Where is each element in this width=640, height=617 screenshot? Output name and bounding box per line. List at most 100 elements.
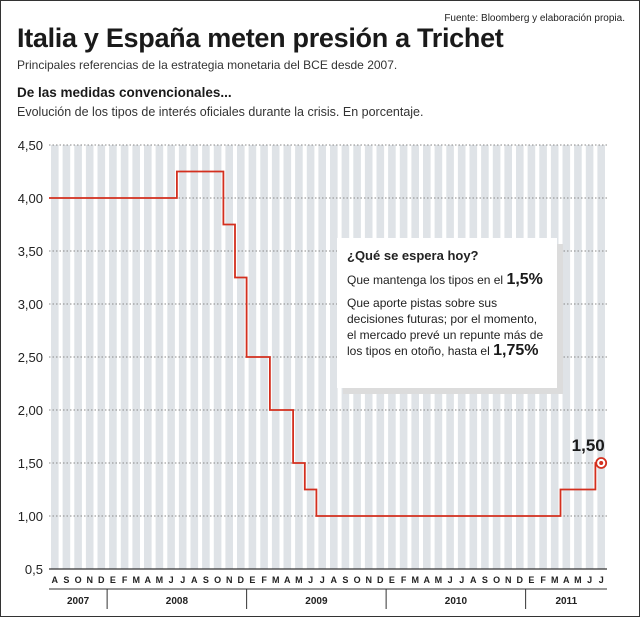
x-tick-label: J	[459, 575, 464, 585]
x-tick-label: O	[354, 575, 361, 585]
month-bar	[167, 145, 175, 569]
x-tick-label: M	[551, 575, 559, 585]
x-tick-label: D	[98, 575, 105, 585]
x-tick-label: S	[203, 575, 209, 585]
month-bar	[190, 145, 199, 569]
y-axis-labels: 0,5 1,00 1,50 2,00 2,50 3,00 3,50 4,00 4,50	[18, 138, 43, 577]
x-tick-label: N	[365, 575, 372, 585]
x-tick-label: A	[191, 575, 198, 585]
annotations: 1,50	[572, 436, 608, 469]
x-tick-label: J	[308, 575, 313, 585]
x-tick-label: J	[180, 575, 185, 585]
callout-box: ¿Qué se espera hoy? Que mantenga los tip…	[337, 238, 557, 388]
x-tick-label: N	[86, 575, 93, 585]
x-tick-label: D	[238, 575, 245, 585]
x-tick-label: N	[226, 575, 233, 585]
y-tick-label: 3,50	[18, 244, 43, 259]
year-label: 2010	[445, 596, 468, 607]
x-tick-label: A	[52, 575, 59, 585]
y-tick-label: 1,00	[18, 509, 43, 524]
year-label: 2009	[305, 596, 328, 607]
x-tick-label: S	[342, 575, 348, 585]
year-label: 2007	[67, 596, 90, 607]
chart-subtitle: Evolución de los tipos de interés oficia…	[17, 105, 424, 119]
month-bar	[597, 145, 605, 569]
callout-value-1: 1,5%	[506, 271, 543, 288]
x-tick-label: F	[261, 575, 267, 585]
x-tick-label: A	[424, 575, 431, 585]
month-bar	[562, 145, 571, 569]
x-axis	[49, 568, 607, 590]
x-tick-label: M	[132, 575, 140, 585]
callout-value-2: 1,75%	[493, 342, 539, 359]
x-tick-label: N	[505, 575, 512, 585]
x-tick-label: F	[540, 575, 546, 585]
month-bar	[225, 145, 233, 569]
year-label: 2011	[555, 596, 577, 607]
year-label: 2008	[166, 596, 189, 607]
x-tick-label: M	[574, 575, 582, 585]
month-bar	[306, 145, 315, 569]
callout-title: ¿Qué se espera hoy?	[347, 248, 479, 263]
source-note: Fuente: Bloomberg y elaboración propia.	[444, 13, 625, 24]
month-bar	[155, 145, 164, 569]
x-tick-label: O	[214, 575, 221, 585]
x-tick-label: J	[448, 575, 453, 585]
x-tick-label: S	[63, 575, 69, 585]
x-tick-label: A	[563, 575, 570, 585]
x-tick-label: M	[295, 575, 303, 585]
end-point-dot	[599, 461, 604, 465]
x-tick-label: F	[122, 575, 128, 585]
y-tick-label: 4,50	[18, 138, 43, 153]
rate-step-line	[49, 170, 607, 517]
month-bar	[120, 145, 129, 569]
x-tick-label: D	[377, 575, 384, 585]
month-bar	[97, 145, 106, 569]
month-bar	[62, 145, 71, 569]
x-tick-label: J	[320, 575, 325, 585]
x-tick-label: E	[528, 575, 534, 585]
x-tick-label: M	[156, 575, 164, 585]
headline: Italia y España meten presión a Trichet	[17, 23, 504, 53]
y-tick-label: 1,50	[18, 456, 43, 471]
month-bar	[237, 145, 245, 569]
x-tick-label: E	[389, 575, 395, 585]
month-bar	[271, 145, 280, 569]
chart-title: De las medidas convencionales...	[17, 85, 232, 100]
month-bar	[585, 145, 594, 569]
x-tick-label: J	[587, 575, 592, 585]
x-tick-label: F	[401, 575, 407, 585]
callout-line-1-text: Que mantenga los tipos en el	[347, 273, 507, 287]
x-tick-label: E	[110, 575, 116, 585]
month-bar	[85, 145, 94, 569]
x-tick-label: O	[75, 575, 82, 585]
y-tick-label: 3,00	[18, 297, 43, 312]
headline-subtitle: Principales referencias de la estrategia…	[17, 58, 398, 72]
x-tick-label: E	[249, 575, 255, 585]
year-labels: 2007 2008 2009 2010 2011	[67, 589, 578, 609]
x-tick-label: M	[411, 575, 419, 585]
x-tick-label: J	[599, 575, 604, 585]
x-tick-label: O	[493, 575, 500, 585]
callout-line-2: Que aporte pistas sobre sus decisiones f…	[347, 295, 545, 359]
end-value-label: 1,50	[572, 436, 605, 455]
x-tick-label: J	[169, 575, 174, 585]
x-tick-label: M	[435, 575, 443, 585]
x-tick-label: A	[145, 575, 152, 585]
y-tick-label: 0,5	[25, 562, 43, 577]
x-tick-label: M	[272, 575, 280, 585]
x-tick-label: A	[331, 575, 338, 585]
y-tick-label: 2,00	[18, 403, 43, 418]
x-tick-label: A	[470, 575, 477, 585]
rate-series	[49, 170, 607, 517]
callout-line-1: Que mantenga los tipos en el 1,5%	[347, 272, 545, 288]
y-tick-label: 2,50	[18, 350, 43, 365]
month-bar	[132, 145, 140, 569]
x-tick-label: D	[517, 575, 524, 585]
callout-line-2-text: Que aporte pistas sobre sus decisiones f…	[347, 296, 544, 358]
month-bar	[202, 145, 210, 569]
y-tick-label: 4,00	[18, 191, 43, 206]
x-tick-label: S	[482, 575, 488, 585]
